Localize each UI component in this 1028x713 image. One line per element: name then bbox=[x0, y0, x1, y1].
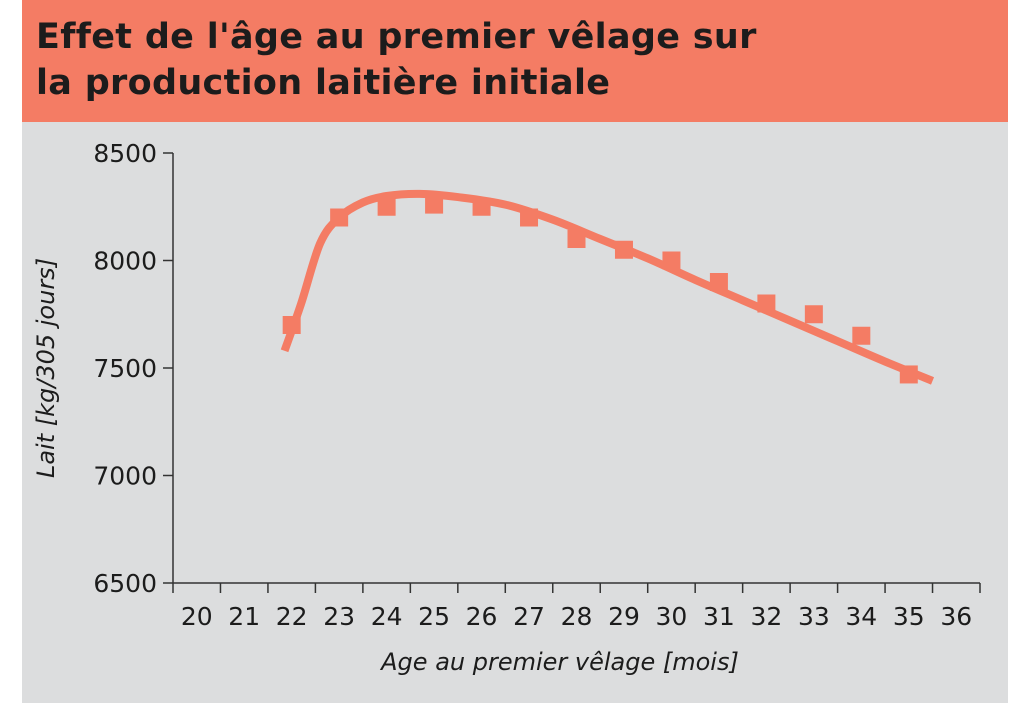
data-point bbox=[614, 240, 633, 259]
data-point bbox=[709, 273, 728, 291]
x-tick-label: 25 bbox=[418, 602, 450, 631]
data-point bbox=[472, 197, 491, 216]
y-tick-label: 7000 bbox=[93, 462, 157, 491]
x-axis-label: Age au premier vêlage [mois] bbox=[379, 648, 739, 676]
y-tick-label: 7500 bbox=[93, 354, 157, 383]
data-point bbox=[425, 195, 444, 214]
y-axis-label: Lait [kg/305 jours] bbox=[32, 258, 60, 478]
x-tick-label: 30 bbox=[656, 602, 688, 631]
data-point bbox=[377, 197, 396, 216]
chart-title-line-2: la production laitière initiale bbox=[36, 63, 611, 103]
x-tick-label: 29 bbox=[608, 602, 640, 631]
plot-panel bbox=[22, 122, 1008, 703]
y-tick-label: 8500 bbox=[93, 139, 157, 168]
x-tick-label: 31 bbox=[703, 602, 735, 631]
data-point bbox=[804, 305, 823, 324]
data-point bbox=[520, 208, 539, 227]
data-point bbox=[282, 316, 301, 334]
x-tick-label: 27 bbox=[513, 602, 545, 631]
data-point bbox=[330, 208, 349, 227]
x-tick-label: 34 bbox=[845, 602, 877, 631]
y-tick-label: 8000 bbox=[93, 247, 157, 276]
x-tick-label: 22 bbox=[276, 602, 308, 631]
y-tick-label: 6500 bbox=[93, 569, 157, 598]
x-tick-label: 36 bbox=[940, 602, 972, 631]
x-tick-label: 21 bbox=[228, 602, 260, 631]
data-point bbox=[899, 365, 918, 384]
x-tick-label: 28 bbox=[561, 602, 593, 631]
x-tick-label: 26 bbox=[466, 602, 498, 631]
data-point bbox=[567, 230, 586, 248]
x-tick-label: 20 bbox=[181, 602, 213, 631]
data-point bbox=[757, 294, 776, 313]
chart-title: Effet de l'âge au premier vêlage sur la … bbox=[36, 14, 757, 106]
fit-curve bbox=[280, 189, 935, 385]
x-tick-label: 32 bbox=[750, 602, 782, 631]
x-tick-label: 35 bbox=[893, 602, 925, 631]
x-tick-label: 24 bbox=[371, 602, 403, 631]
data-point bbox=[662, 251, 681, 270]
chart-title-band: Effet de l'âge au premier vêlage sur la … bbox=[22, 0, 1008, 122]
data-point bbox=[852, 326, 871, 345]
chart-title-line-1: Effet de l'âge au premier vêlage sur bbox=[36, 17, 757, 57]
x-tick-label: 23 bbox=[323, 602, 355, 631]
x-tick-label: 33 bbox=[798, 602, 830, 631]
